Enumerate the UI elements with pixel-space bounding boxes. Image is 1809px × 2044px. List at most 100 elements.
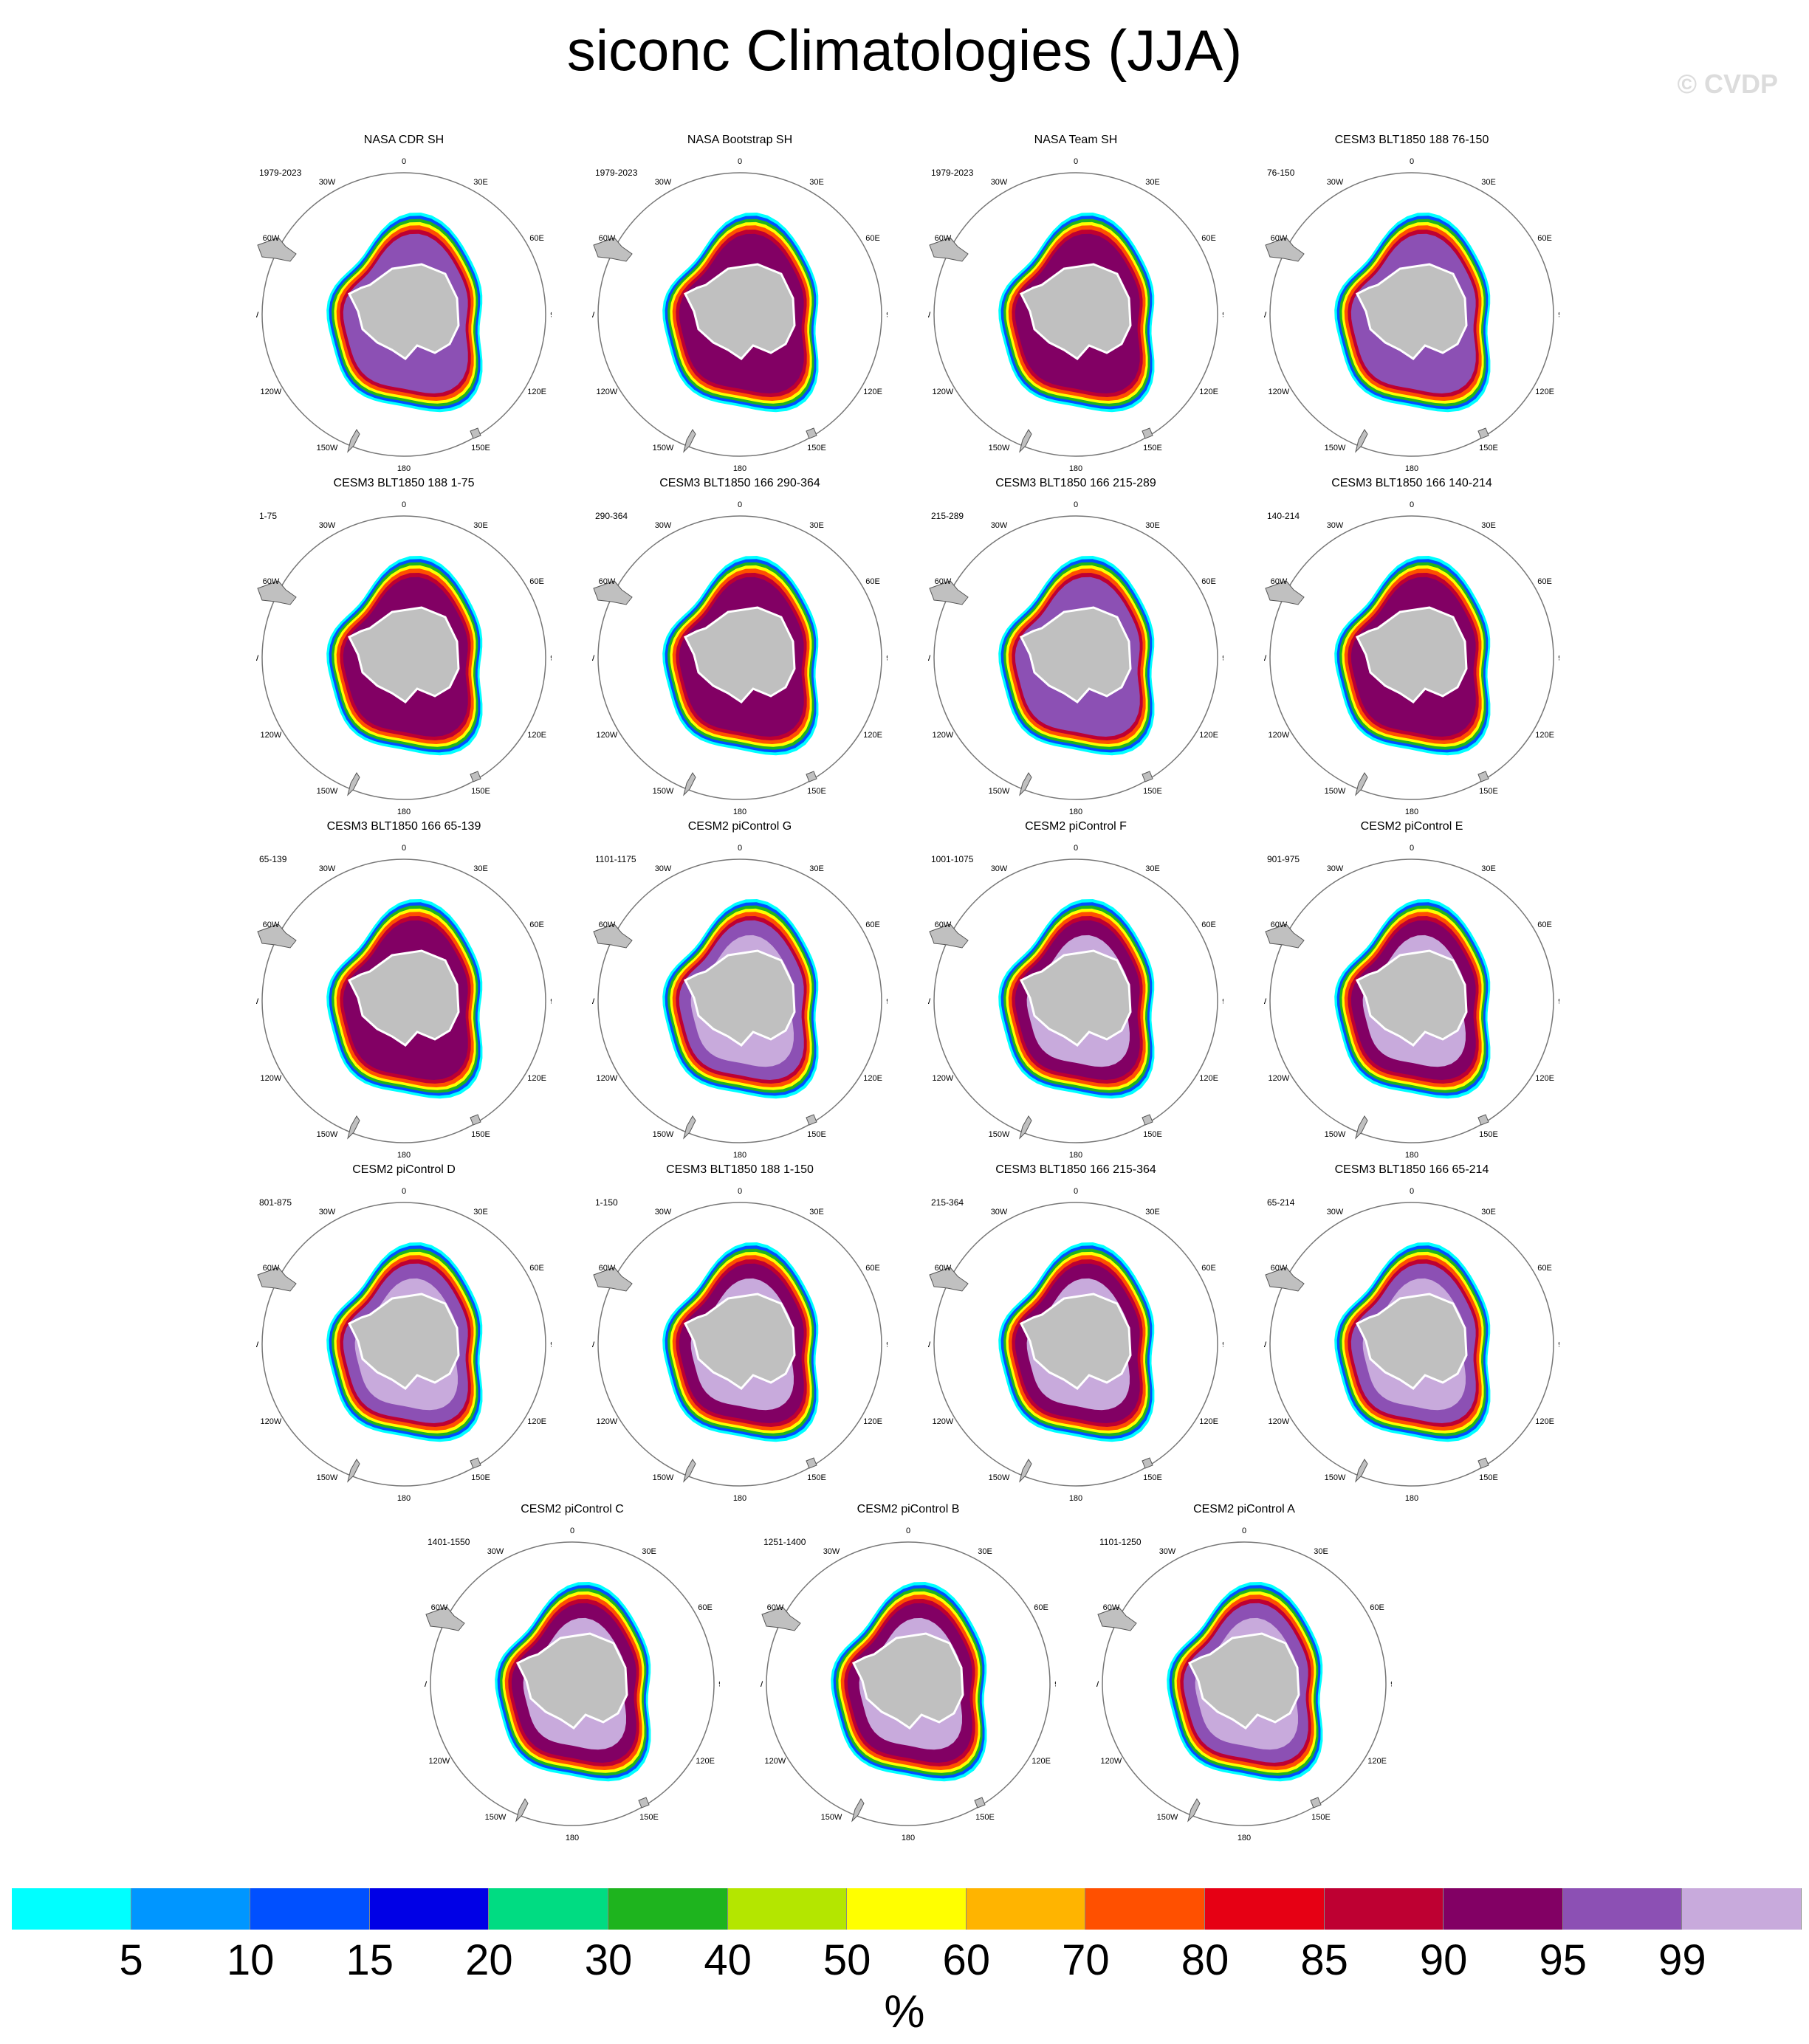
longitude-label: 180: [1069, 808, 1082, 816]
polar-map: 0 30E 60E 90E 120E 150E 180 150W 120W 90W 60W 30W: [592, 844, 888, 1160]
polar-map: 0 30E 60E 90E 120E 150E 180 150W 120W 90W 60W 30W: [256, 500, 552, 816]
south-america-landmass: [257, 1267, 297, 1292]
panel-year-range: 76-150: [1267, 168, 1295, 178]
longitude-label: 150E: [1143, 1130, 1162, 1139]
longitude-label: 150W: [317, 1130, 338, 1139]
panel-title: CESM3 BLT1850 166 215-364: [995, 1163, 1156, 1176]
longitude-label: 60W: [599, 1264, 616, 1273]
longitude-label: 0: [402, 500, 406, 509]
panel-title: CESM3 BLT1850 166 65-214: [1334, 1163, 1489, 1176]
antarctica-landmass: [347, 606, 460, 703]
tasmania-landmass: [1142, 1457, 1153, 1469]
longitude-label: 150W: [317, 1473, 338, 1482]
antarctica-landmass: [1355, 1293, 1468, 1390]
map-panel: CESM3 BLT1850 188 1-150 1-150 0 30E 60E 90E 12…: [592, 1163, 888, 1510]
longitude-label: 120W: [1269, 1074, 1290, 1083]
longitude-label: 150W: [653, 1473, 674, 1482]
new-zealand-landmass: [347, 1459, 360, 1483]
longitude-label: 30W: [1327, 521, 1344, 530]
longitude-label: 60E: [1201, 234, 1216, 243]
longitude-label: 150E: [807, 444, 826, 452]
longitude-label: 30E: [1481, 521, 1496, 530]
longitude-label: 150W: [317, 787, 338, 796]
polar-map: 0 30E 60E 90E 120E 150E 180 150W 120W 90W 60W 30W: [592, 157, 888, 473]
longitude-label: 0: [402, 844, 406, 853]
panel-year-range: 1101-1250: [1099, 1537, 1142, 1547]
longitude-label: 120W: [1269, 731, 1290, 740]
longitude-label: 180: [1405, 808, 1418, 816]
longitude-label: 60W: [935, 1264, 952, 1273]
longitude-label: 90W: [256, 311, 259, 320]
longitude-label: 60W: [1271, 921, 1288, 929]
longitude-label: 150E: [1479, 1130, 1498, 1139]
polar-map: 0 30E 60E 90E 120E 150E 180 150W 120W 90W 60W 30W: [928, 1187, 1223, 1503]
longitude-label: 0: [1410, 1187, 1414, 1196]
longitude-label: 30W: [655, 1208, 672, 1217]
tasmania-landmass: [806, 771, 817, 782]
longitude-label: 0: [402, 1187, 406, 1196]
longitude-label: 0: [1410, 500, 1414, 509]
longitude-label: 0: [570, 1527, 574, 1535]
colorbar-swatch: [1085, 1888, 1205, 1930]
longitude-label: 30E: [809, 521, 824, 530]
longitude-label: 120W: [1269, 1417, 1290, 1426]
longitude-label: 120W: [765, 1757, 786, 1766]
colorbar-swatch: [250, 1888, 370, 1930]
longitude-label: 30W: [655, 178, 672, 187]
longitude-label: 180: [1405, 1151, 1418, 1160]
panel-title: NASA CDR SH: [363, 134, 444, 146]
longitude-label: 90E: [550, 1341, 552, 1349]
longitude-label: 30W: [319, 521, 336, 530]
antarctica-landmass: [1187, 1632, 1300, 1730]
longitude-label: 150W: [485, 1813, 507, 1822]
longitude-label: 90W: [1264, 654, 1267, 663]
map-panel: CESM2 piControl D 801-875 0 30E 60E 90E 120E 15…: [256, 1163, 552, 1510]
longitude-label: 30W: [1327, 178, 1344, 187]
longitude-label: 90E: [886, 997, 888, 1006]
longitude-label: 90E: [1222, 311, 1223, 320]
new-zealand-landmass: [1019, 1115, 1032, 1140]
longitude-label: 30E: [473, 178, 488, 187]
colorbar-swatch: [12, 1888, 131, 1930]
longitude-label: 0: [738, 844, 742, 853]
south-america-landmass: [593, 237, 633, 262]
longitude-label: 150W: [653, 787, 674, 796]
longitude-label: 90E: [1558, 997, 1559, 1006]
longitude-label: 30W: [991, 864, 1008, 873]
longitude-label: 180: [733, 1494, 746, 1503]
tasmania-landmass: [1310, 1797, 1322, 1809]
panel-title: CESM3 BLT1850 166 215-289: [995, 477, 1156, 489]
panel-title: CESM3 BLT1850 166 65-139: [326, 820, 481, 833]
polar-map: 0 30E 60E 90E 120E 150E 180 150W 120W 90W 60W 30W: [592, 500, 888, 816]
longitude-label: 180: [397, 464, 411, 473]
map-boundary-circle: [1269, 172, 1554, 457]
longitude-label: 90E: [1222, 997, 1223, 1006]
map-boundary-circle: [1269, 515, 1554, 800]
longitude-label: 120E: [1199, 1074, 1218, 1083]
longitude-label: 150E: [471, 787, 490, 796]
new-zealand-landmass: [515, 1798, 529, 1823]
map-panel: CESM2 piControl B 1251-1400 0 30E 60E 90E 120E…: [761, 1502, 1056, 1849]
longitude-label: 150E: [1479, 1473, 1498, 1482]
longitude-label: 120E: [527, 731, 546, 740]
longitude-label: 0: [738, 1187, 742, 1196]
longitude-label: 150E: [1311, 1813, 1331, 1822]
antarctica-landmass: [1355, 949, 1468, 1047]
longitude-label: 60W: [599, 234, 616, 243]
longitude-label: 30E: [473, 1208, 488, 1217]
longitude-label: 30W: [319, 1208, 336, 1217]
longitude-label: 120W: [261, 1417, 282, 1426]
longitude-label: 60E: [1537, 234, 1552, 243]
longitude-label: 90E: [886, 311, 888, 320]
longitude-label: 30W: [487, 1547, 504, 1556]
polar-map: 0 30E 60E 90E 120E 150E 180 150W 120W 90W 60W 30W: [1264, 157, 1559, 473]
longitude-label: 150W: [1325, 1130, 1346, 1139]
longitude-label: 150E: [471, 1473, 490, 1482]
longitude-label: 0: [906, 1527, 910, 1535]
polar-map: 0 30E 60E 90E 120E 150E 180 150W 120W 90W 60W 30W: [256, 844, 552, 1160]
longitude-label: 180: [397, 808, 411, 816]
longitude-label: 90E: [1390, 1680, 1392, 1689]
longitude-label: 0: [1410, 844, 1414, 853]
longitude-label: 60W: [263, 577, 280, 586]
longitude-label: 30E: [1145, 864, 1160, 873]
